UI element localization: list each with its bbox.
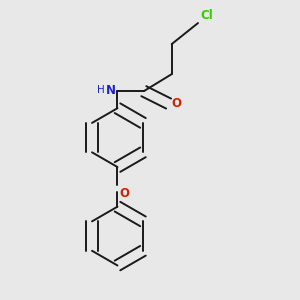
Text: N: N	[106, 84, 116, 97]
Text: H: H	[97, 85, 104, 95]
Text: O: O	[171, 97, 181, 110]
Text: Cl: Cl	[200, 8, 213, 22]
Text: O: O	[119, 187, 129, 200]
